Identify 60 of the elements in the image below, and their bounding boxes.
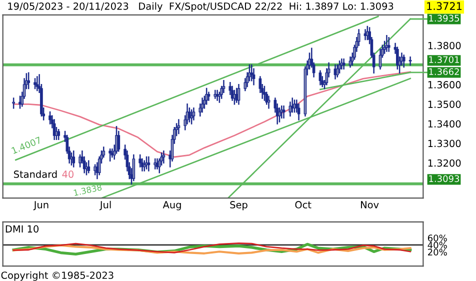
y-tick-label: 1.3800	[428, 42, 461, 50]
candlestick	[278, 107, 281, 122]
candlestick	[12, 98, 15, 109]
candlestick	[402, 54, 406, 68]
y-tick-label: 1.3200	[428, 159, 461, 167]
text: 1.3721	[427, 2, 462, 10]
candlestick	[342, 58, 346, 70]
annotation: Standard	[14, 170, 57, 178]
y-tick-label: 60%	[428, 234, 447, 242]
y-tick-label: 1.3400	[428, 120, 461, 128]
candlestick	[336, 64, 339, 78]
candlestick	[132, 154, 136, 182]
candlestick	[72, 150, 76, 168]
y-tick-label: 1.3600	[428, 81, 461, 88]
candlestick	[387, 36, 390, 52]
chart-title: 19/05/2023 - 20/11/2023 Daily FX/Spot/USDCAD 22/22 Hi: 1.3897 Lo: 1.3093	[8, 2, 394, 12]
ref-line-label: 1.3093	[429, 175, 460, 182]
candlestick	[142, 160, 146, 172]
candlestick	[252, 68, 256, 86]
y-tick-label: 1.3500	[428, 100, 461, 108]
candlestick	[190, 109, 193, 124]
chart-title: DMI 10	[6, 225, 39, 233]
candlestick	[87, 160, 90, 174]
candlestick	[27, 72, 30, 90]
candlestick	[408, 56, 412, 66]
candlestick	[250, 64, 254, 82]
candlestick	[237, 84, 240, 105]
candlestick	[282, 105, 286, 118]
candlestick	[138, 154, 142, 168]
candlestick	[94, 164, 96, 176]
x-tick-label: Oct	[295, 201, 312, 208]
legend-label: 1.3935	[429, 14, 460, 22]
candlestick	[338, 60, 341, 74]
annotation: 1.3838	[74, 184, 102, 196]
candlestick	[162, 150, 166, 164]
candlestick	[34, 78, 36, 90]
x-tick-label: Jul	[99, 200, 111, 210]
text: 40	[62, 170, 74, 178]
candlestick	[57, 128, 60, 140]
y-tick-label: 20%	[428, 248, 447, 256]
candlestick	[396, 46, 399, 70]
candlestick	[297, 104, 300, 120]
x-tick-label: Nov	[361, 201, 379, 208]
candlestick	[348, 56, 352, 68]
candlestick	[205, 88, 208, 105]
candlestick	[263, 86, 266, 101]
x-tick-label: Aug	[162, 201, 181, 210]
legend-label: 1.3662	[429, 68, 459, 76]
candlestick	[48, 111, 52, 124]
candlestick	[36, 76, 39, 92]
text: Copyright ©1985-2023	[1, 271, 114, 281]
candlestick	[188, 107, 191, 122]
y-tick-label: 40%	[428, 242, 447, 248]
x-tick-label: Sep	[230, 201, 248, 210]
ref-line-label: 1.3701	[429, 56, 459, 64]
line-series	[12, 71, 411, 158]
candlestick	[280, 105, 284, 118]
y-tick-label: 1.3300	[428, 140, 461, 148]
candlestick	[192, 107, 196, 120]
x-tick-label: Jun	[33, 201, 48, 210]
